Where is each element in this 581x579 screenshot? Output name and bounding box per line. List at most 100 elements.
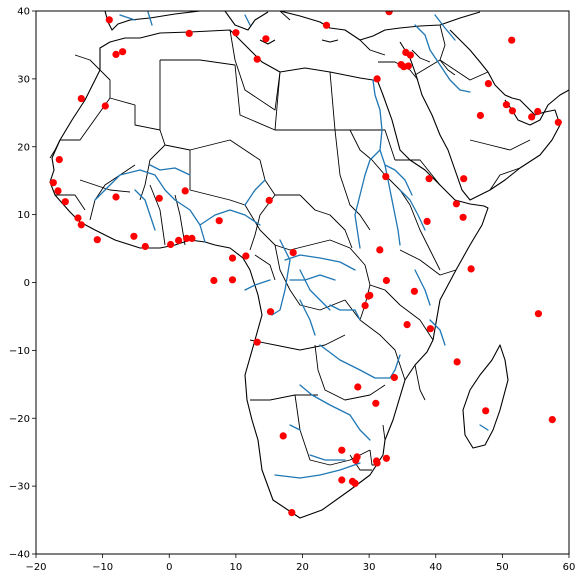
map-point (482, 407, 490, 415)
map-point (554, 118, 562, 126)
map-point (426, 325, 434, 333)
map-point (364, 292, 373, 300)
map-point (400, 63, 408, 71)
map-point (130, 232, 138, 240)
map-point (508, 107, 516, 115)
map-point (112, 50, 120, 59)
map-point (77, 95, 85, 103)
map-point (155, 194, 163, 202)
map-point (185, 29, 193, 37)
x-tick-label: 40 (429, 562, 442, 573)
map-point (403, 321, 411, 329)
map-point (382, 276, 390, 285)
map-point (376, 246, 384, 254)
marker-points (49, 11, 562, 517)
map-point (279, 432, 287, 440)
map-point (467, 265, 475, 273)
map-point (423, 217, 431, 225)
map-point (55, 156, 63, 164)
x-tick-label: 60 (563, 562, 576, 573)
map-point (74, 214, 82, 222)
map-point (232, 29, 240, 37)
map-point (390, 373, 398, 382)
map-point (452, 200, 460, 208)
map-point (338, 446, 346, 454)
x-tick-label: 50 (496, 562, 509, 573)
y-axis: 40 30 20 10 0 −10 −20 −30 −40 (9, 7, 36, 561)
y-tick-label: 30 (17, 74, 30, 85)
y-tick-label: 10 (17, 210, 30, 221)
map-point (351, 479, 359, 487)
map-point (460, 175, 468, 183)
map-point (502, 101, 510, 109)
map-point (385, 11, 393, 16)
map-point (93, 236, 101, 244)
map-point (188, 234, 196, 242)
x-tick-label: 30 (363, 562, 376, 573)
map-point (289, 249, 297, 257)
x-tick-label: −10 (92, 562, 113, 573)
map-point (101, 102, 109, 110)
map-point (253, 55, 261, 63)
map-point (77, 221, 85, 229)
x-tick-label: 10 (230, 562, 243, 573)
map-point (210, 276, 218, 285)
map-point (382, 454, 390, 462)
map-point (352, 456, 360, 464)
coastlines (49, 11, 569, 519)
map-point (476, 111, 484, 120)
x-axis: −20 −10 0 10 20 30 40 50 60 (25, 554, 575, 573)
africa-coastline (49, 29, 489, 519)
madagascar-coastline (462, 344, 509, 449)
map-point (228, 254, 237, 262)
x-tick-label: 0 (166, 562, 172, 573)
map-point (528, 113, 536, 121)
map-point (548, 416, 556, 424)
map-point (54, 187, 62, 195)
y-tick-label: 40 (17, 7, 30, 18)
y-tick-label: −40 (9, 550, 30, 561)
europe-coastline (104, 11, 481, 45)
map-point (425, 175, 433, 183)
x-tick-label: 20 (296, 562, 309, 573)
y-tick-label: −30 (9, 482, 30, 493)
map-point (119, 48, 127, 56)
map-point (508, 36, 516, 44)
map-point (338, 476, 346, 484)
map-point (181, 187, 189, 195)
map-point (288, 508, 296, 517)
map-point (373, 459, 381, 467)
arabia-coastline (399, 29, 561, 201)
map-point (49, 179, 57, 187)
map-point (372, 399, 380, 407)
map-point (484, 80, 492, 88)
rivers (94, 11, 489, 479)
y-tick-label: −20 (9, 414, 30, 425)
x-tick-label: −20 (25, 562, 46, 573)
map-point (322, 21, 331, 29)
map-point (175, 236, 183, 244)
map-layers (49, 11, 569, 519)
map-point (183, 234, 191, 242)
map-point (242, 252, 250, 260)
map-point (361, 302, 369, 310)
y-tick-label: 0 (24, 278, 30, 289)
map-point (141, 242, 149, 251)
map-point (410, 287, 418, 295)
map-point (215, 217, 223, 225)
map-point (105, 16, 113, 24)
map-point (534, 310, 543, 318)
map-point (373, 75, 381, 83)
map-point (61, 198, 69, 206)
map-point (265, 196, 273, 204)
map-background (36, 11, 569, 554)
map-point (167, 240, 175, 249)
map-point (534, 107, 542, 116)
y-tick-label: 20 (17, 142, 30, 153)
map-point (228, 276, 237, 284)
map-point (262, 35, 270, 43)
y-tick-label: −10 (9, 346, 30, 357)
map-point (253, 338, 261, 346)
map-point (459, 213, 467, 221)
